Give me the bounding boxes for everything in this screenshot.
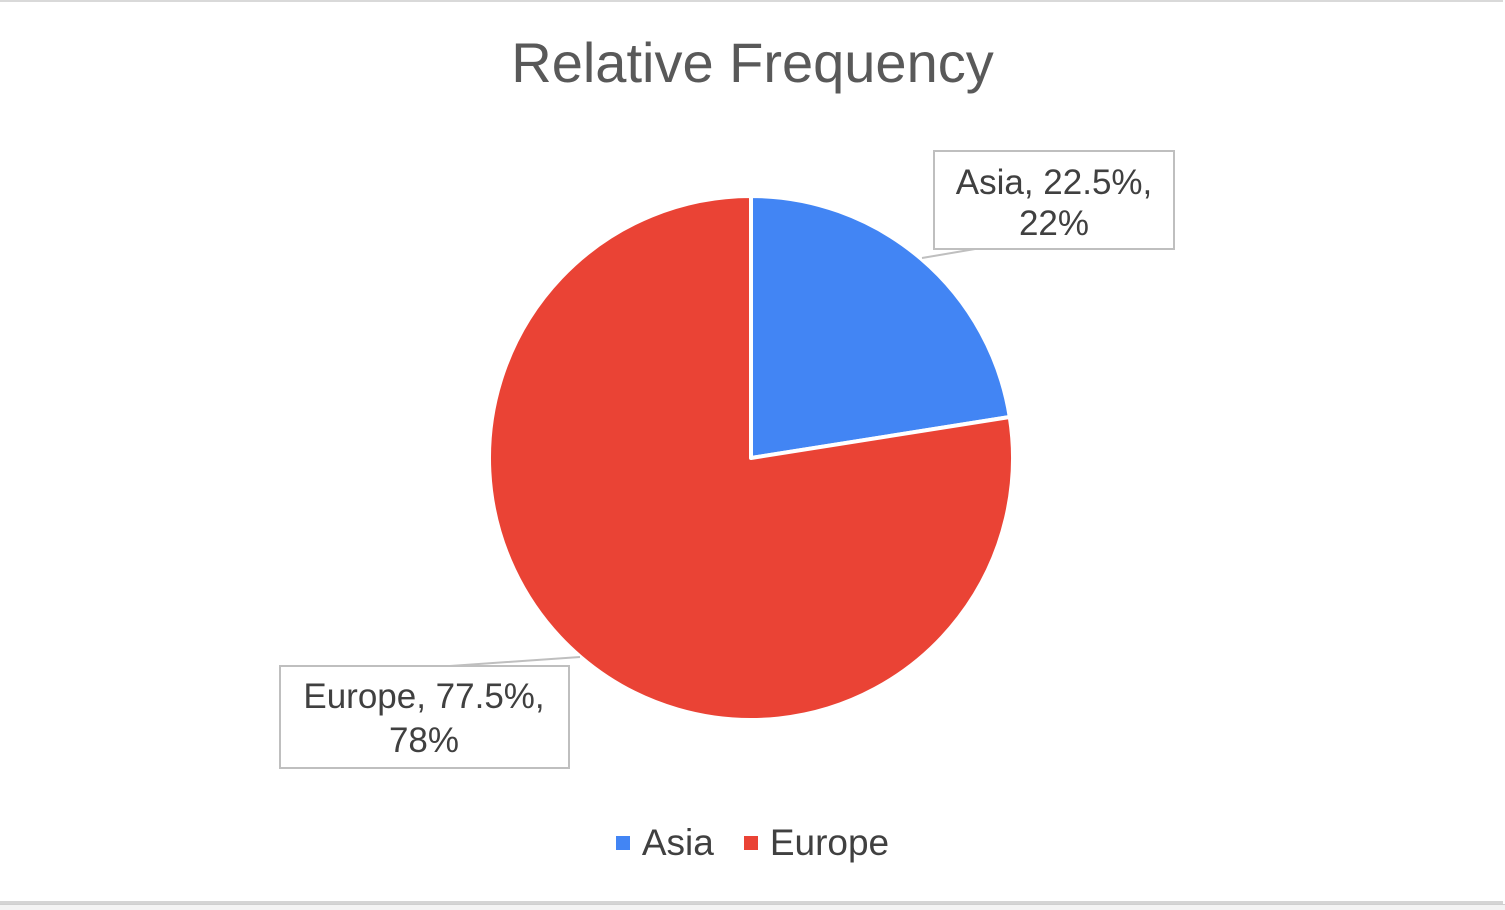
leader-line-asia: [921, 248, 976, 259]
data-label-asia-line2: 22%: [1019, 204, 1089, 243]
sheet-grid-strip: [0, 904, 1505, 910]
data-label-asia: Asia, 22.5%, 22%: [921, 150, 1175, 259]
legend-label-europe: Europe: [769, 822, 890, 863]
data-label-europe-line1: Europe, 77.5%,: [303, 677, 544, 716]
data-label-asia-line1: Asia, 22.5%,: [956, 163, 1153, 202]
data-label-europe-line2: 78%: [389, 721, 459, 760]
data-label-europe-box: [279, 665, 570, 769]
pie-slice-asia: [749, 194, 1012, 460]
legend-item-asia: Asia: [615, 822, 714, 864]
pie-slice-europe: [487, 194, 1015, 722]
data-label-europe: Europe, 77.5%, 78%: [279, 656, 581, 769]
legend-swatch-asia: [615, 836, 630, 850]
data-label-asia-box: [933, 150, 1175, 250]
chart-legend: Asia Europe: [0, 822, 1505, 864]
legend-swatch-europe: [743, 836, 758, 850]
legend-item-europe: Europe: [743, 822, 890, 864]
leader-line-europe: [282, 656, 581, 667]
chart-title: Relative Frequency: [511, 31, 994, 94]
legend-label-asia: Asia: [641, 822, 714, 863]
